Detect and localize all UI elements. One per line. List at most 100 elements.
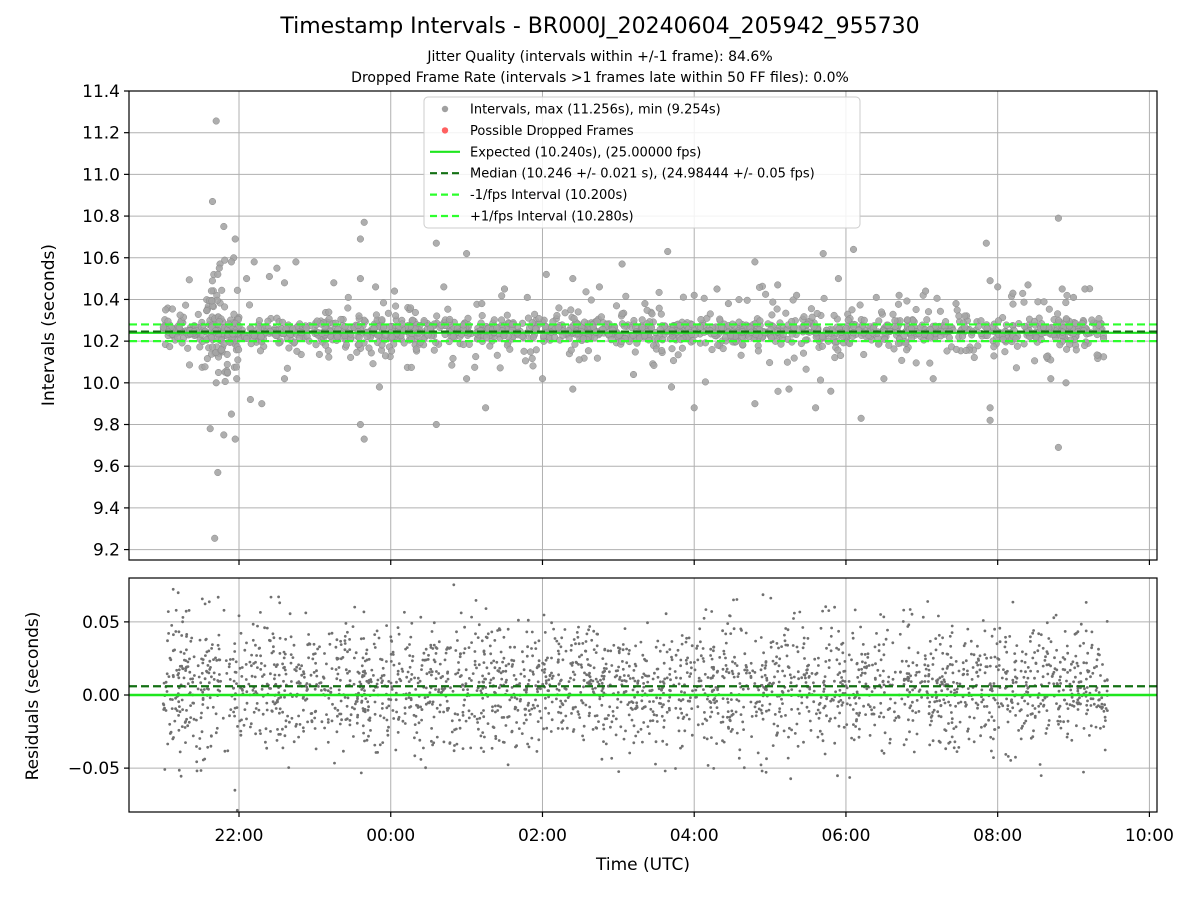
residual-point [940,675,944,678]
residual-point [909,680,913,683]
residual-point [911,661,915,665]
residual-point [1068,668,1072,672]
residual-point [821,609,824,613]
residual-point [1088,734,1091,737]
residual-point [840,676,843,679]
residual-point [1066,719,1070,723]
residual-point [660,705,664,709]
residual-point [274,707,278,710]
residual-point [464,682,468,686]
residual-point [490,746,494,750]
residual-point [685,662,689,666]
residual-point [301,726,305,730]
residual-point [333,761,336,765]
residual-point [950,717,954,721]
residual-point [858,711,861,715]
interval-point [232,363,240,371]
residual-point [526,703,530,707]
residual-point [882,669,885,673]
residual-point [658,701,661,705]
residual-point [362,731,365,735]
residual-point [475,666,478,670]
residual-point [1021,650,1024,654]
residual-point [255,702,259,705]
residual-point [257,708,261,712]
residual-point [825,714,828,718]
interval-outlier-point [432,420,440,429]
residual-point [368,716,372,720]
residual-point [617,651,621,655]
residual-point [1085,712,1088,716]
residual-point [295,722,298,726]
residual-point [886,628,889,632]
interval-point [218,286,226,294]
residual-point [621,648,625,652]
residual-point [807,675,811,678]
residual-point [674,767,677,770]
residual-point [974,701,978,705]
x-tick-label: 06:00 [821,826,870,846]
residual-point [360,664,364,668]
residual-point [394,691,398,695]
interval-outlier-point [206,425,214,433]
residual-point [163,768,167,771]
residual-point [805,705,809,709]
residual-point [1024,670,1027,674]
interval-point [668,345,676,353]
residual-point [576,710,580,714]
residual-point [636,679,640,683]
residual-point [613,675,617,679]
residual-point [233,714,237,718]
residual-point [251,622,255,626]
interval-point [325,308,333,316]
residual-point [600,689,604,693]
interval-point [315,350,323,358]
residual-point [857,735,861,739]
residual-point [1092,702,1096,706]
residual-point [847,653,851,657]
residual-point [479,746,483,750]
residual-point [484,677,487,681]
interval-point [184,344,192,352]
residual-point [284,719,288,723]
residual-point [850,658,853,662]
residual-point [646,621,649,625]
residual-point [712,674,715,678]
interval-point [355,312,363,320]
residual-point [218,689,222,693]
residual-point [950,711,953,714]
interval-point [430,346,438,354]
interval-point [679,293,687,301]
bottom-y-tick-label: 0.00 [82,686,120,706]
residual-point [946,665,950,668]
residual-point [792,675,796,679]
residual-point [923,654,927,657]
residual-point [1019,669,1023,673]
residual-point [998,640,1002,644]
residual-point [836,705,840,708]
residual-point [1057,689,1061,693]
interval-outlier-point [292,258,300,266]
residual-point [535,687,539,691]
residual-point [283,734,287,738]
residual-point [630,700,633,703]
residual-point [199,769,203,772]
residual-point [1000,676,1004,680]
residual-point [642,721,646,724]
residual-point [1031,631,1035,635]
residual-point [171,587,175,591]
residual-point [561,658,565,662]
interval-outlier-point [390,287,399,295]
residual-point [822,690,826,693]
residual-point [559,645,563,649]
residual-point [1043,696,1047,700]
residual-point [404,647,407,651]
residual-point [953,740,957,744]
residual-point [880,749,884,753]
residual-point [463,647,467,650]
residual-point [327,632,331,636]
residual-point [712,645,716,649]
residual-point [218,673,221,676]
residual-point [444,680,448,683]
